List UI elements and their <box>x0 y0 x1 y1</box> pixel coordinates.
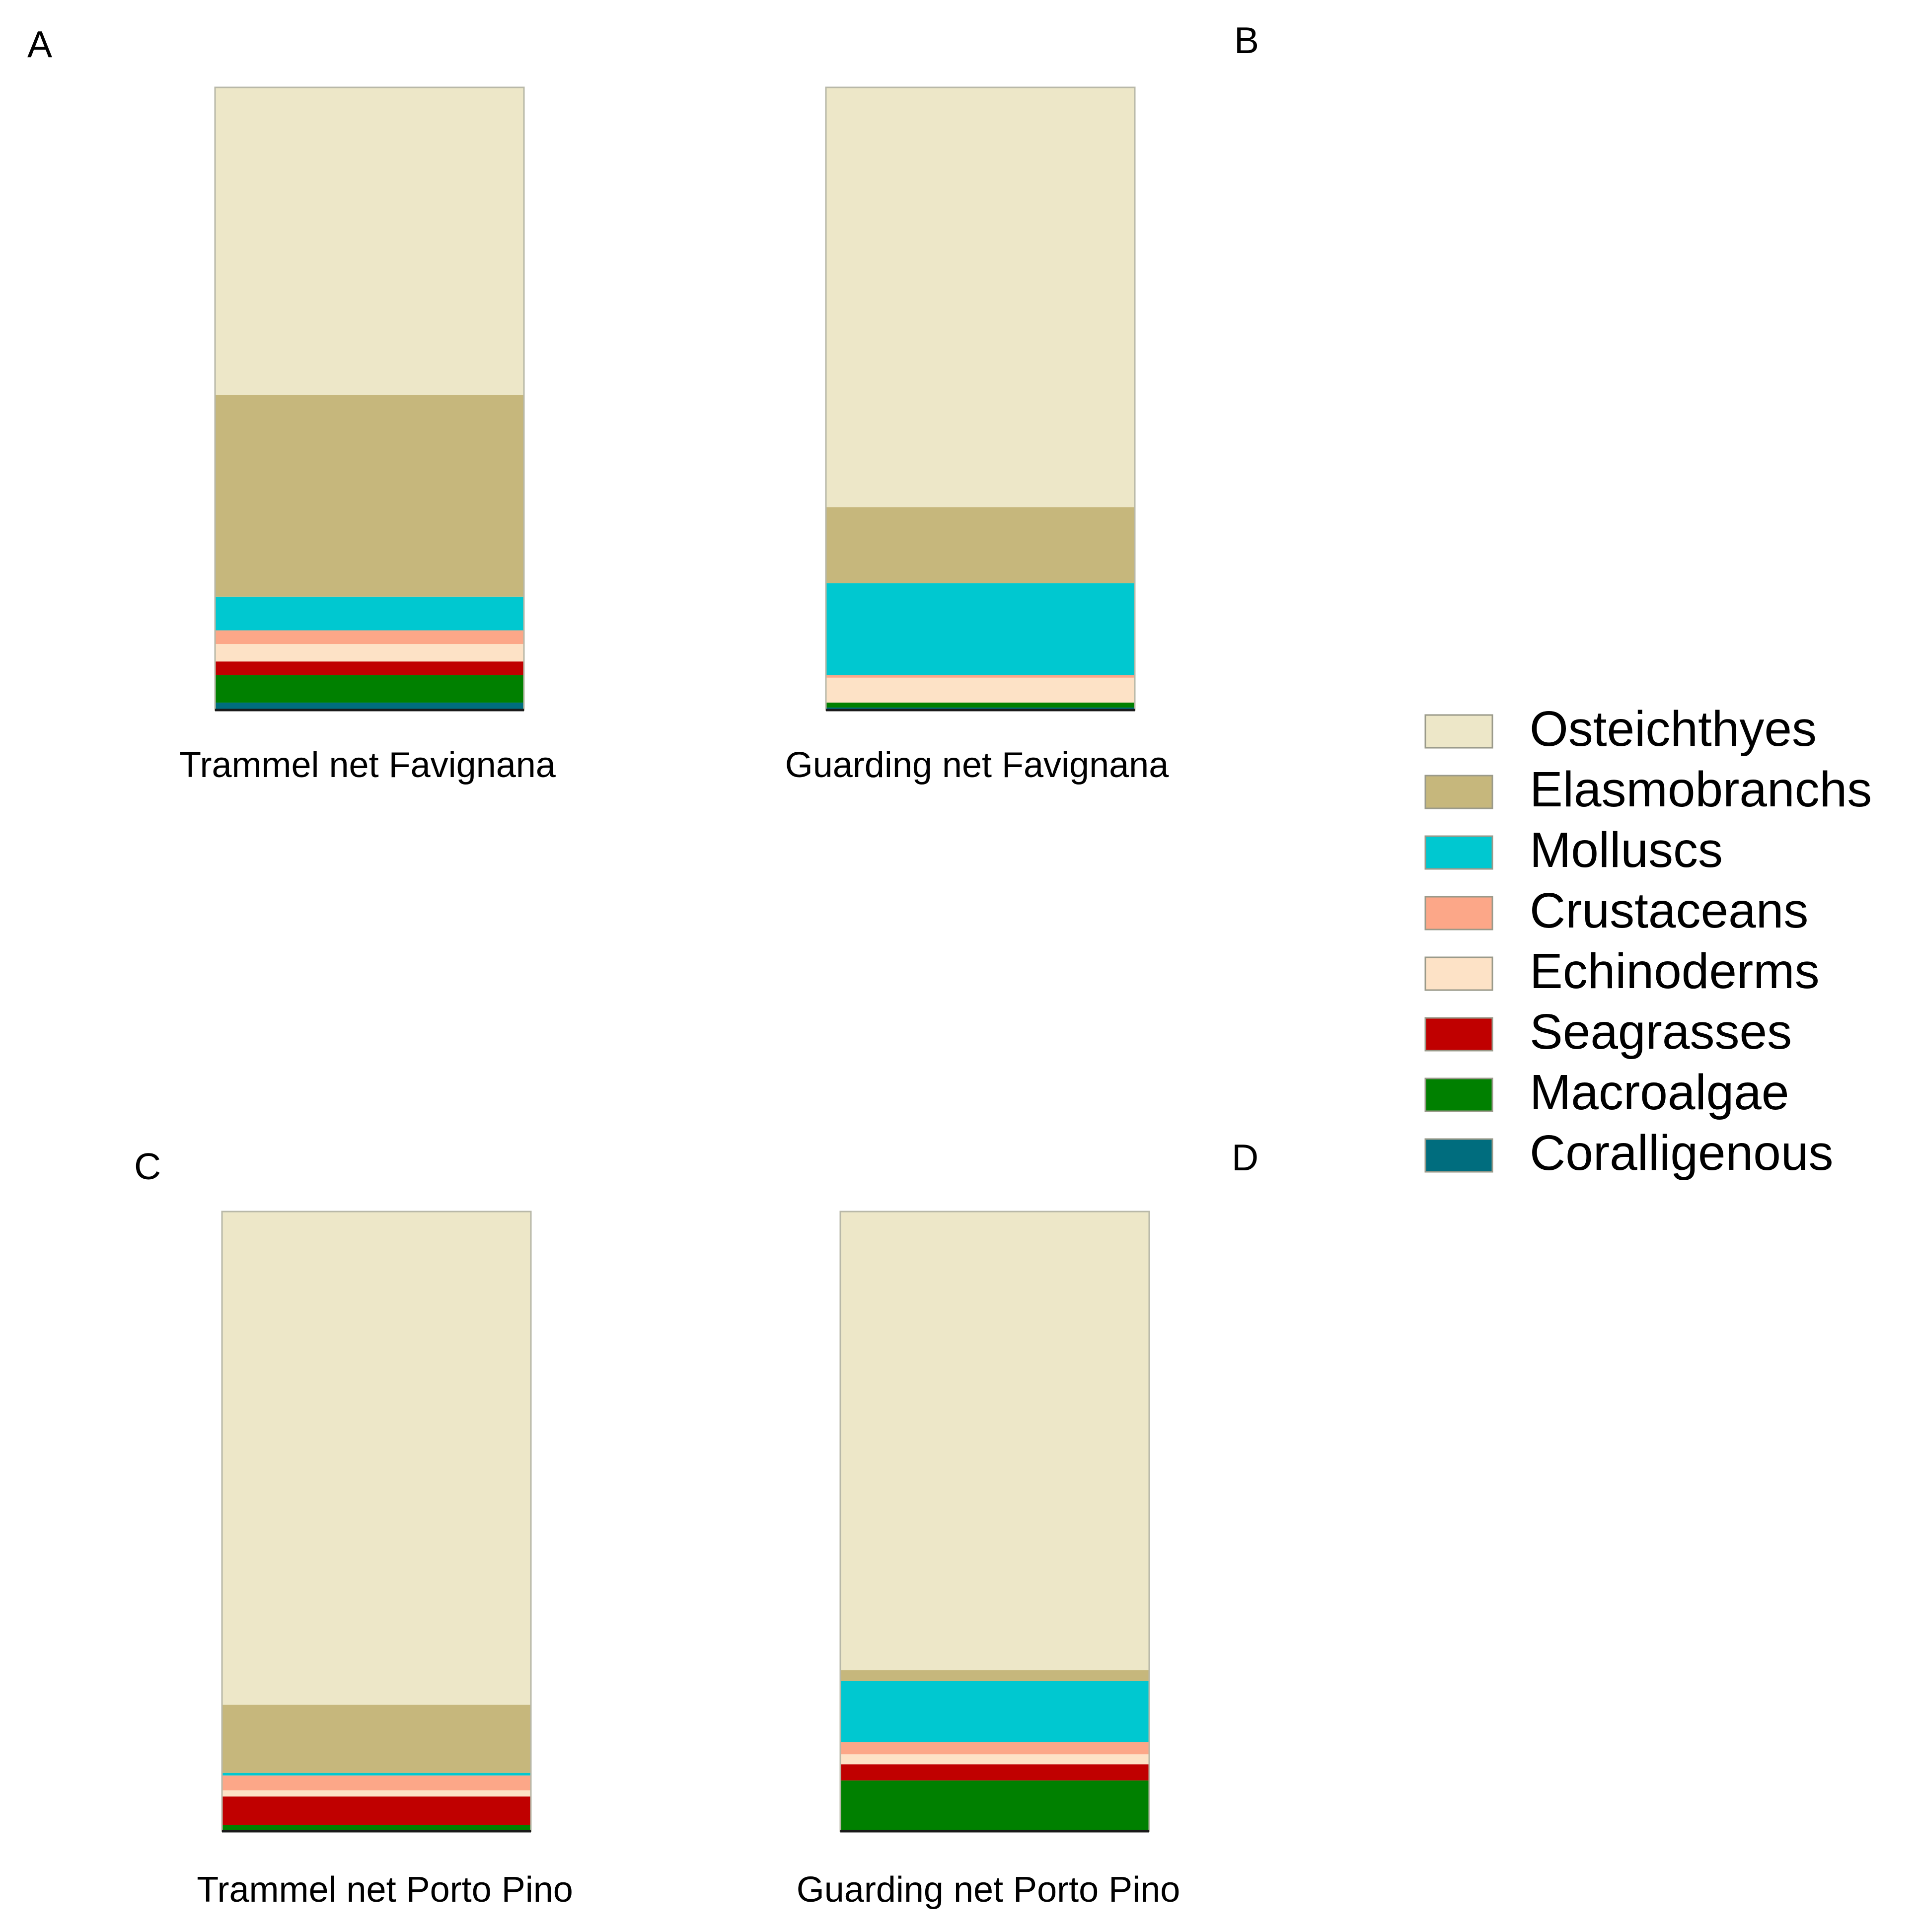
bar-segment-a-coralligenous <box>215 702 524 710</box>
legend-item-macroalgae: Macroalgae <box>1424 1065 1789 1120</box>
bar-segment-d-molluscs <box>840 1681 1149 1742</box>
bar-label-b: Guarding net Favignana <box>785 745 1169 785</box>
bar-segment-d-crustaceans <box>840 1742 1149 1755</box>
bar-segment-c-macroalgae <box>222 1825 531 1831</box>
legend-label-coralligenous: Coralligenous <box>1530 1125 1833 1181</box>
bar-segment-b-coralligenous <box>826 707 1135 710</box>
legend-item-echinoderms: Echinoderms <box>1424 943 1820 999</box>
bar-segment-c-elasmobranchs <box>222 1705 531 1773</box>
bar-segment-b-echinoderms <box>826 677 1135 703</box>
bar-segment-a-macroalgae <box>215 675 524 703</box>
bar-segment-a-echinoderms <box>215 644 524 662</box>
bar-label-d: Guarding net Porto Pino <box>797 1870 1180 1910</box>
panel-d: D Guarding net Porto Pino <box>797 1137 1258 1910</box>
legend-label-osteichthyes: Osteichthyes <box>1530 701 1817 757</box>
bar-segment-c-echinoderms <box>222 1790 531 1797</box>
panel-letter-b: B <box>1234 19 1259 61</box>
legend-swatch-seagrasses <box>1424 1017 1493 1052</box>
bar-segment-a-crustaceans <box>215 630 524 644</box>
panel-b: B Guarding net Favignana <box>785 19 1259 785</box>
bar-label-c: Trammel net Porto Pino <box>197 1870 573 1910</box>
legend-label-crustaceans: Crustaceans <box>1530 883 1808 938</box>
bar-segment-a-seagrasses <box>215 661 524 675</box>
panel-letter-d: D <box>1232 1137 1258 1178</box>
bar-segment-b-molluscs <box>826 583 1135 675</box>
legend-swatch-elasmobranchs <box>1424 775 1493 809</box>
legend-item-elasmobranchs: Elasmobranchs <box>1424 762 1872 817</box>
bar-segment-b-crustaceans <box>826 675 1135 678</box>
legend-label-molluscs: Molluscs <box>1530 822 1723 878</box>
legend-label-macroalgae: Macroalgae <box>1530 1065 1789 1120</box>
bar-segment-c-osteichthyes <box>222 1212 531 1705</box>
bar-segment-b-osteichthyes <box>826 87 1135 507</box>
panel-letter-a: A <box>27 23 52 65</box>
legend-label-seagrasses: Seagrasses <box>1530 1004 1792 1060</box>
bar-segment-b-elasmobranchs <box>826 507 1135 583</box>
legend-item-crustaceans: Crustaceans <box>1424 883 1808 938</box>
legend-swatch-echinoderms <box>1424 956 1493 991</box>
bar-segment-a-osteichthyes <box>215 87 524 395</box>
bar-segment-d-osteichthyes <box>840 1212 1149 1670</box>
legend-swatch-molluscs <box>1424 835 1493 870</box>
panel-c: C Trammel net Porto Pino <box>134 1145 573 1910</box>
bar-segment-c-crustaceans <box>222 1775 531 1790</box>
bar-segment-c-seagrasses <box>222 1796 531 1825</box>
panels-group: A Trammel net Favignana B Guarding net Favi… <box>27 19 1259 1910</box>
legend-item-molluscs: Molluscs <box>1424 822 1723 878</box>
bar-segment-d-elasmobranchs <box>840 1670 1149 1681</box>
legend-swatch-crustaceans <box>1424 896 1493 930</box>
bar-segment-d-echinoderms <box>840 1754 1149 1765</box>
legend-swatch-osteichthyes <box>1424 714 1493 749</box>
legend: OsteichthyesElasmobranchsMolluscsCrustac… <box>1424 701 1872 1181</box>
bar-segment-d-macroalgae <box>840 1780 1149 1831</box>
legend-swatch-coralligenous <box>1424 1138 1493 1173</box>
bar-segment-d-seagrasses <box>840 1764 1149 1781</box>
panel-a: A Trammel net Favignana <box>27 23 556 785</box>
legend-label-echinoderms: Echinoderms <box>1530 943 1820 999</box>
legend-item-seagrasses: Seagrasses <box>1424 1004 1792 1060</box>
bar-segment-b-macroalgae <box>826 702 1135 708</box>
bar-segment-a-elasmobranchs <box>215 395 524 597</box>
legend-item-osteichthyes: Osteichthyes <box>1424 701 1817 757</box>
legend-item-coralligenous: Coralligenous <box>1424 1125 1833 1181</box>
legend-label-elasmobranchs: Elasmobranchs <box>1530 762 1872 817</box>
legend-swatch-macroalgae <box>1424 1077 1493 1112</box>
panel-letter-c: C <box>134 1145 161 1187</box>
bar-segment-c-molluscs <box>222 1773 531 1776</box>
bar-label-a: Trammel net Favignana <box>179 745 556 785</box>
bar-segment-a-molluscs <box>215 596 524 631</box>
